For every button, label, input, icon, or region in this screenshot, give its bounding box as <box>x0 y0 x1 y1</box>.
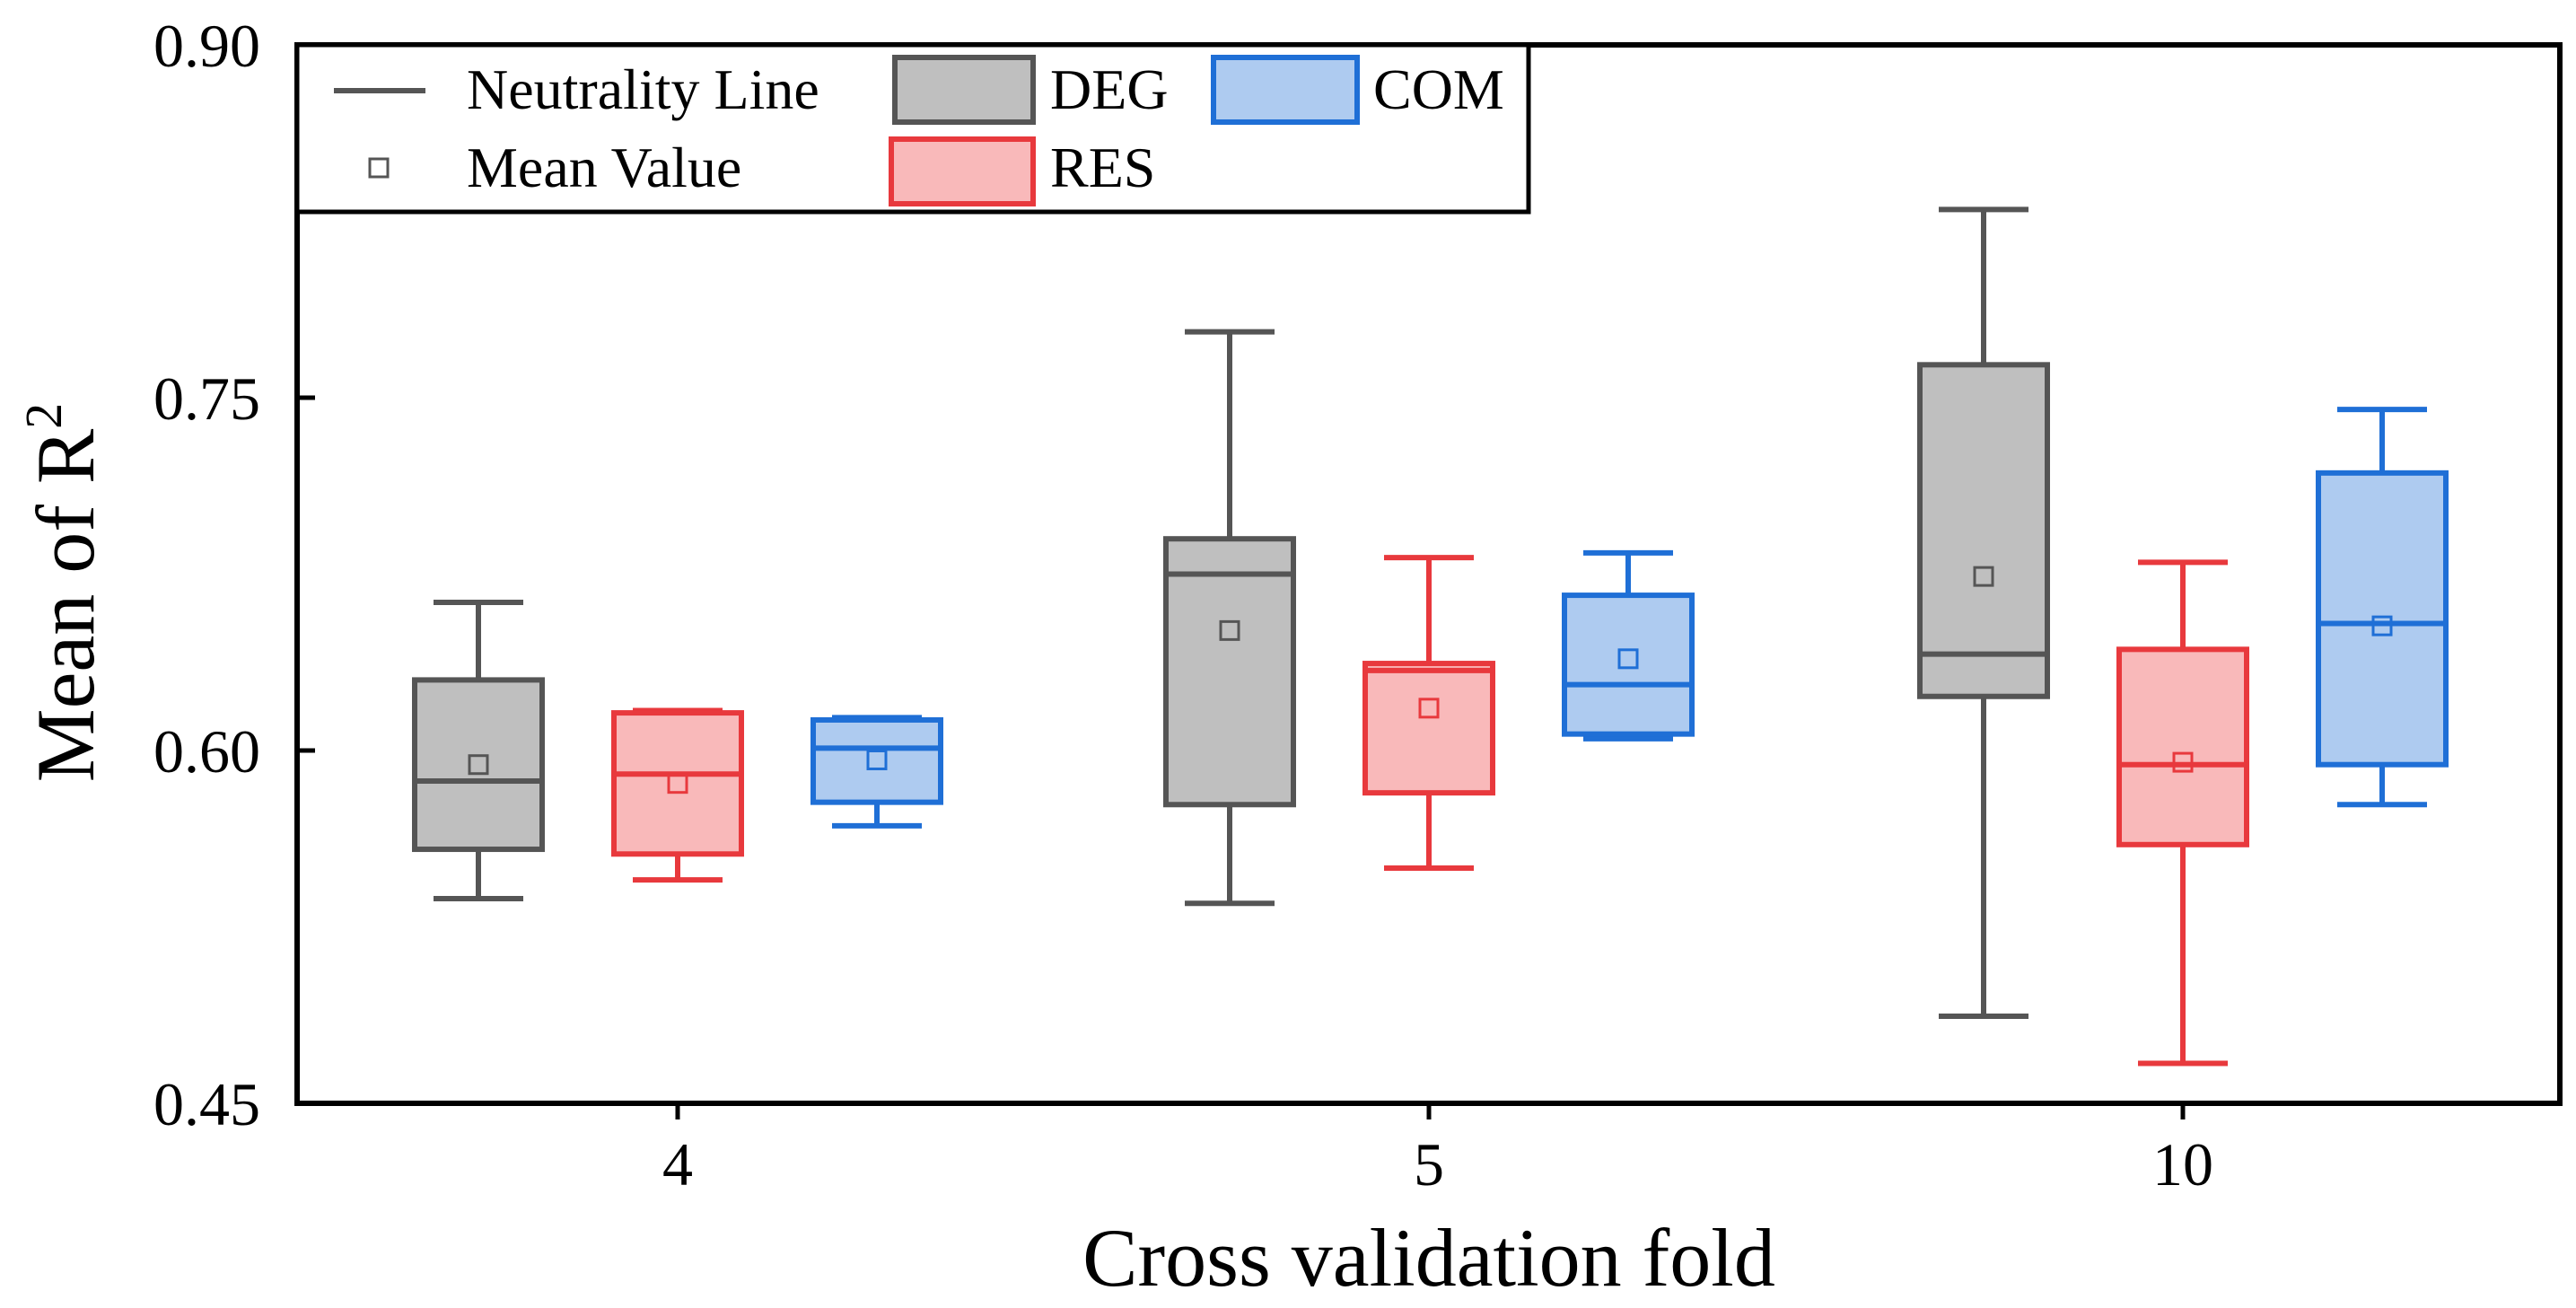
y-tick-label: 0.90 <box>153 12 260 80</box>
legend-neutrality-line-label: Neutrality Line <box>467 57 819 121</box>
mean-marker <box>866 749 888 770</box>
mean-marker <box>468 754 489 776</box>
x-axis-label: Cross validation fold <box>1082 1212 1775 1304</box>
deg-box-5 <box>1163 329 1296 907</box>
legend-res-label: RES <box>1050 136 1155 199</box>
res-box-5 <box>1362 555 1495 871</box>
x-tick-label: 5 <box>1414 1130 1444 1198</box>
iqr-box <box>1562 593 1695 737</box>
iqr-box <box>1362 661 1495 796</box>
mean-marker <box>1973 566 1994 587</box>
iqr-box <box>2116 646 2249 847</box>
y-tick-label: 0.75 <box>153 364 260 433</box>
y-tick-label: 0.45 <box>153 1070 260 1138</box>
legend-deg-label: DEG <box>1050 57 1169 121</box>
deg-box-4 <box>412 599 545 902</box>
iqr-box <box>810 716 943 805</box>
x-tick-label: 10 <box>2152 1130 2213 1198</box>
legend-deg-swatch <box>892 55 1036 125</box>
com-box-5 <box>1562 549 1695 742</box>
legend-res-swatch <box>889 136 1036 206</box>
legend: Neutrality Line Mean Value DEG RES COM <box>294 42 1531 215</box>
mean-marker <box>667 773 688 794</box>
iqr-box <box>611 710 744 857</box>
legend-com-label: COM <box>1373 57 1504 121</box>
mean-marker <box>2371 615 2393 636</box>
x-tick-label: 4 <box>662 1130 693 1198</box>
iqr-box <box>2316 470 2449 768</box>
mean-marker <box>1219 619 1240 641</box>
mean-marker <box>1617 648 1639 670</box>
com-box-4 <box>810 715 943 829</box>
box-series <box>412 206 2449 1067</box>
iqr-box <box>1163 536 1296 808</box>
legend-mean-value-swatch <box>368 157 390 179</box>
y-tick-label: 0.60 <box>153 717 260 786</box>
y-axis-label: Mean of R2 <box>14 403 111 782</box>
deg-box-10 <box>1917 206 2050 1020</box>
legend-mean-value-label: Mean Value <box>467 136 741 199</box>
iqr-box <box>1917 362 2050 699</box>
mean-marker <box>2172 751 2194 773</box>
legend-com-swatch <box>1211 55 1360 125</box>
com-box-10 <box>2316 407 2449 808</box>
res-box-10 <box>2116 559 2249 1067</box>
iqr-box <box>412 677 545 853</box>
mean-marker <box>1418 698 1440 719</box>
res-box-4 <box>611 707 744 883</box>
